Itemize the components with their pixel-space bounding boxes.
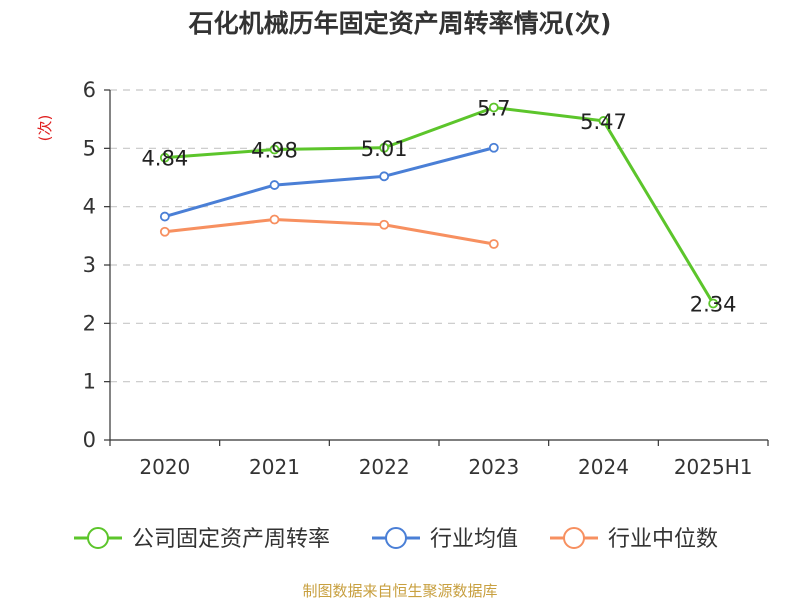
data-label: 2.34 (690, 293, 737, 317)
data-point (708, 298, 719, 309)
data-point (159, 211, 170, 222)
data-point (488, 142, 499, 153)
data-point (379, 142, 390, 153)
data-label: 5.7 (477, 97, 510, 121)
y-tick-label: 1 (83, 370, 96, 394)
data-point (159, 152, 170, 163)
series-line-2 (164, 218, 495, 246)
data-point (488, 102, 499, 113)
x-tick-label: 2021 (249, 455, 300, 479)
data-point (269, 180, 280, 190)
x-tick-label: 2022 (359, 455, 410, 479)
legend-marker (563, 527, 585, 549)
y-tick-label: 5 (83, 136, 96, 160)
axes: 0 1 2 3 4 5 6 2020 2021 2022 2023 2024 2025H1 (83, 78, 769, 479)
y-tick-label: 3 (83, 253, 96, 277)
source-note: 制图数据来自恒生聚源数据库 (302, 582, 497, 600)
data-point (159, 226, 170, 237)
data-labels: 4.84 4.98 5.01 5.7 5.47 2.34 (141, 97, 736, 317)
data-label: 5.01 (361, 137, 408, 161)
data-point (269, 214, 280, 225)
legend: 公司固定资产周转率 行业均值 行业中位数 (74, 527, 718, 552)
data-point (269, 144, 280, 155)
legend-label: 行业中位数 (608, 527, 718, 552)
data-point (598, 116, 609, 126)
plot-area (159, 102, 719, 309)
legend-marker (87, 527, 109, 549)
y-tick-label: 2 (83, 311, 96, 335)
grid (110, 89, 768, 383)
data-label: 4.84 (141, 147, 188, 171)
data-point (488, 239, 499, 249)
x-tick-label: 2024 (578, 455, 629, 479)
legend-label: 公司固定资产周转率 (132, 527, 330, 552)
series-line-0 (164, 106, 715, 305)
y-tick-label: 6 (83, 78, 96, 102)
x-tick-label: 2023 (468, 455, 519, 479)
y-axis-label: (次) (36, 115, 54, 142)
series-line-1 (164, 146, 495, 219)
y-tick-label: 4 (83, 195, 96, 219)
data-point (379, 219, 390, 230)
data-label: 4.98 (251, 139, 298, 163)
data-point (379, 171, 390, 182)
legend-label: 行业均值 (430, 527, 518, 552)
x-tick-label: 2020 (139, 455, 190, 479)
data-label: 5.47 (580, 110, 627, 134)
y-tick-label: 0 (83, 428, 96, 452)
x-tick-label: 2025H1 (674, 455, 753, 479)
legend-marker (385, 527, 407, 549)
chart-title: 石化机械历年固定资产周转率情况(次) (188, 9, 612, 38)
